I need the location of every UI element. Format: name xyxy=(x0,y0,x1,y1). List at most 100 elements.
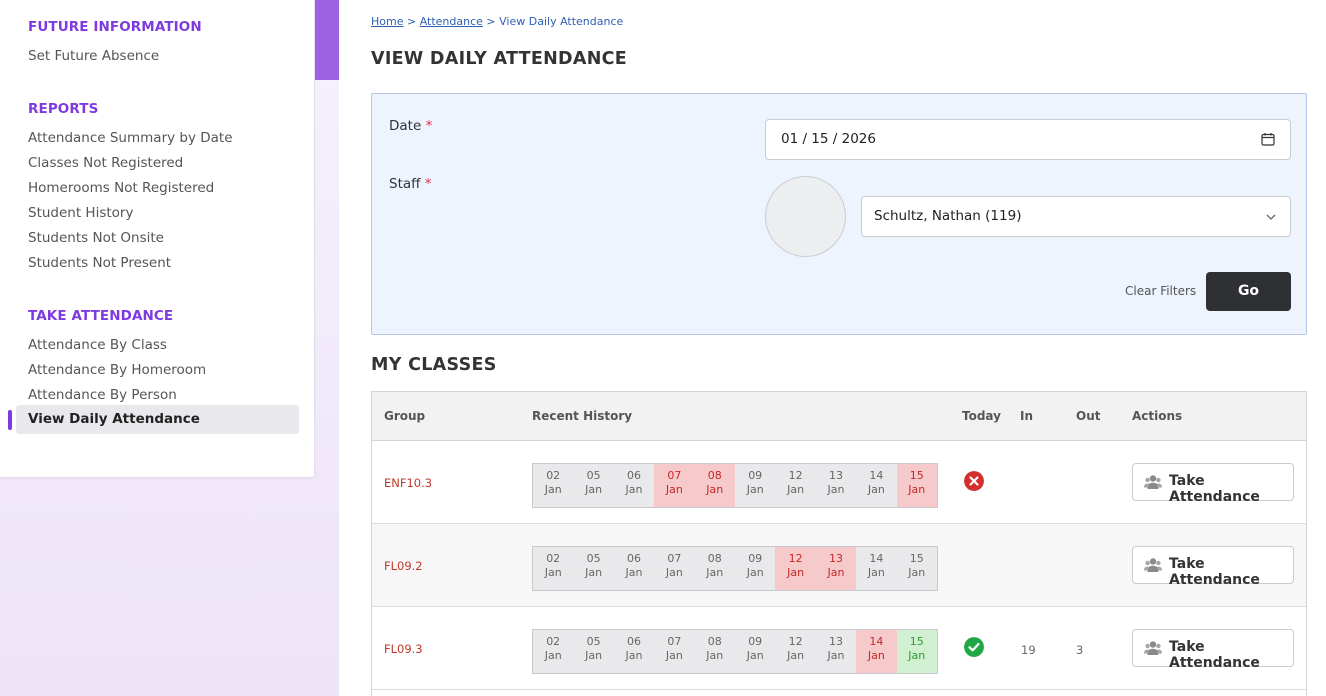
breadcrumb-home-link[interactable]: Home xyxy=(371,15,404,28)
history-day: 12 Jan xyxy=(775,464,815,507)
users-icon xyxy=(1144,641,1162,655)
sidebar-item-homerooms-not-registered[interactable]: Homerooms Not Registered xyxy=(28,180,215,196)
history-day-month: Jan xyxy=(867,649,885,662)
history-day-month: Jan xyxy=(908,649,926,662)
table-row: FL09.2 02 Jan 05 Jan 06 Jan 07 Jan 08 Jan 09 Jan 12 Ja… xyxy=(372,524,1306,607)
sidebar-item-students-not-present[interactable]: Students Not Present xyxy=(28,255,172,271)
history-day-month: Jan xyxy=(585,483,603,496)
history-day-month: Jan xyxy=(544,649,562,662)
history-day: 08 Jan xyxy=(695,547,735,590)
required-mark: * xyxy=(424,176,432,192)
history-day-month: Jan xyxy=(585,649,603,662)
history-day-month: Jan xyxy=(706,649,724,662)
history-day-month: Jan xyxy=(908,483,926,496)
history-day-month: Jan xyxy=(908,566,926,579)
go-button[interactable]: Go xyxy=(1206,272,1291,311)
column-header-history: Recent History xyxy=(532,409,633,423)
date-value: 01 / 15 / 2026 xyxy=(781,131,876,147)
history-day: 07 Jan xyxy=(654,547,694,590)
present-status-icon xyxy=(964,637,984,657)
group-link[interactable]: ENF10.3 xyxy=(384,476,433,490)
history-day: 02 Jan xyxy=(533,464,573,507)
calendar-icon[interactable] xyxy=(1261,132,1275,146)
sidebar-item-student-history[interactable]: Student History xyxy=(28,205,134,221)
history-day: 05 Jan xyxy=(573,464,613,507)
history-day-month: Jan xyxy=(706,483,724,496)
history-day-number: 07 xyxy=(667,552,682,565)
out-count: 3 xyxy=(1076,643,1084,657)
recent-history-strip: 02 Jan 05 Jan 06 Jan 07 Jan 08 Jan 09 Jan 12 Jan 13 Jan… xyxy=(532,546,938,591)
history-day-number: 06 xyxy=(626,635,641,648)
sidebar-heading-future: FUTURE INFORMATION xyxy=(28,19,202,35)
breadcrumb-separator: > xyxy=(482,15,500,28)
column-header-in: In xyxy=(1020,409,1034,423)
take-attendance-button[interactable]: Take Attendance xyxy=(1132,546,1294,588)
date-field[interactable]: 01 / 15 / 2026 xyxy=(765,119,1291,160)
column-header-actions: Actions xyxy=(1132,409,1183,423)
group-link[interactable]: FL09.2 xyxy=(384,559,423,573)
sidebar-item-set-future-absence[interactable]: Set Future Absence xyxy=(28,48,160,64)
history-day-number: 05 xyxy=(586,552,601,565)
history-day: 09 Jan xyxy=(735,630,775,673)
history-day: 07 Jan xyxy=(654,464,695,507)
history-day-number: 06 xyxy=(626,552,641,565)
history-day: 07 Jan xyxy=(654,630,694,673)
history-day-number: 07 xyxy=(667,635,682,648)
sidebar-item-attendance-by-homeroom[interactable]: Attendance By Homeroom xyxy=(28,362,207,378)
history-day-month: Jan xyxy=(746,649,764,662)
sidebar-accent-strip xyxy=(315,0,339,80)
history-day-number: 06 xyxy=(626,469,641,482)
history-day: 13 Jan xyxy=(815,547,857,590)
breadcrumb: Home > Attendance > View Daily Attendanc… xyxy=(371,15,623,28)
history-day: 14 Jan xyxy=(856,547,896,590)
take-attendance-button[interactable]: Take Attendance xyxy=(1132,463,1294,505)
clear-filters-link[interactable]: Clear Filters xyxy=(1125,284,1197,298)
sidebar-item-attendance-summary[interactable]: Attendance Summary by Date xyxy=(28,130,233,146)
staff-avatar xyxy=(765,176,846,257)
staff-label: Staff * xyxy=(389,176,432,192)
sidebar-item-attendance-by-class[interactable]: Attendance By Class xyxy=(28,337,167,353)
table-row: ENF10.3 02 Jan 05 Jan 06 Jan 07 Jan 08 Jan 09 Jan 12 J… xyxy=(372,441,1306,524)
history-day: 12 Jan xyxy=(775,547,816,590)
column-header-today: Today xyxy=(962,409,1001,423)
breadcrumb-separator: > xyxy=(403,15,420,28)
history-day-month: Jan xyxy=(787,649,805,662)
history-day-month: Jan xyxy=(827,649,845,662)
take-attendance-button[interactable]: Take Attendance xyxy=(1132,629,1294,671)
chevron-down-icon xyxy=(1266,214,1276,220)
group-link[interactable]: FL09.3 xyxy=(384,642,423,656)
history-day-number: 09 xyxy=(748,552,763,565)
history-day-number: 05 xyxy=(586,469,601,482)
history-day-number: 15 xyxy=(909,552,924,565)
history-day-number: 12 xyxy=(788,635,803,648)
staff-value: Schultz, Nathan (119) xyxy=(874,208,1022,224)
history-day-month: Jan xyxy=(625,649,643,662)
history-day: 15 Jan xyxy=(896,464,937,507)
history-day: 13 Jan xyxy=(816,630,856,673)
history-day-month: Jan xyxy=(544,483,562,496)
users-icon xyxy=(1144,475,1162,489)
absent-status-icon xyxy=(964,471,984,491)
required-mark: * xyxy=(425,118,433,134)
breadcrumb-attendance-link[interactable]: Attendance xyxy=(419,15,483,28)
history-day-month: Jan xyxy=(665,566,683,579)
sidebar-item-students-not-onsite[interactable]: Students Not Onsite xyxy=(28,230,164,246)
sidebar-item-classes-not-registered[interactable]: Classes Not Registered xyxy=(28,155,184,171)
history-day-number: 15 xyxy=(909,635,924,648)
sidebar-item-view-daily-attendance[interactable] xyxy=(16,405,299,434)
history-day: 05 Jan xyxy=(573,547,613,590)
page-title: VIEW DAILY ATTENDANCE xyxy=(371,49,628,69)
history-day: 08 Jan xyxy=(694,464,735,507)
history-day: 06 Jan xyxy=(614,464,654,507)
staff-select[interactable]: Schultz, Nathan (119) xyxy=(861,196,1291,237)
take-attendance-label: Take Attendance xyxy=(1169,473,1260,505)
history-day: 06 Jan xyxy=(614,547,654,590)
sidebar-item-label: View Daily Attendance xyxy=(28,411,200,427)
sidebar-item-attendance-by-person[interactable]: Attendance By Person xyxy=(28,387,177,403)
sidebar: FUTURE INFORMATION Set Future Absence RE… xyxy=(0,0,315,478)
history-day-number: 14 xyxy=(869,469,884,482)
recent-history-strip: 02 Jan 05 Jan 06 Jan 07 Jan 08 Jan 09 Jan 12 Jan 13 Jan… xyxy=(532,629,938,674)
sidebar-heading-take-attendance: TAKE ATTENDANCE xyxy=(28,308,174,324)
breadcrumb-current: View Daily Attendance xyxy=(499,15,624,28)
history-day: 08 Jan xyxy=(695,630,735,673)
